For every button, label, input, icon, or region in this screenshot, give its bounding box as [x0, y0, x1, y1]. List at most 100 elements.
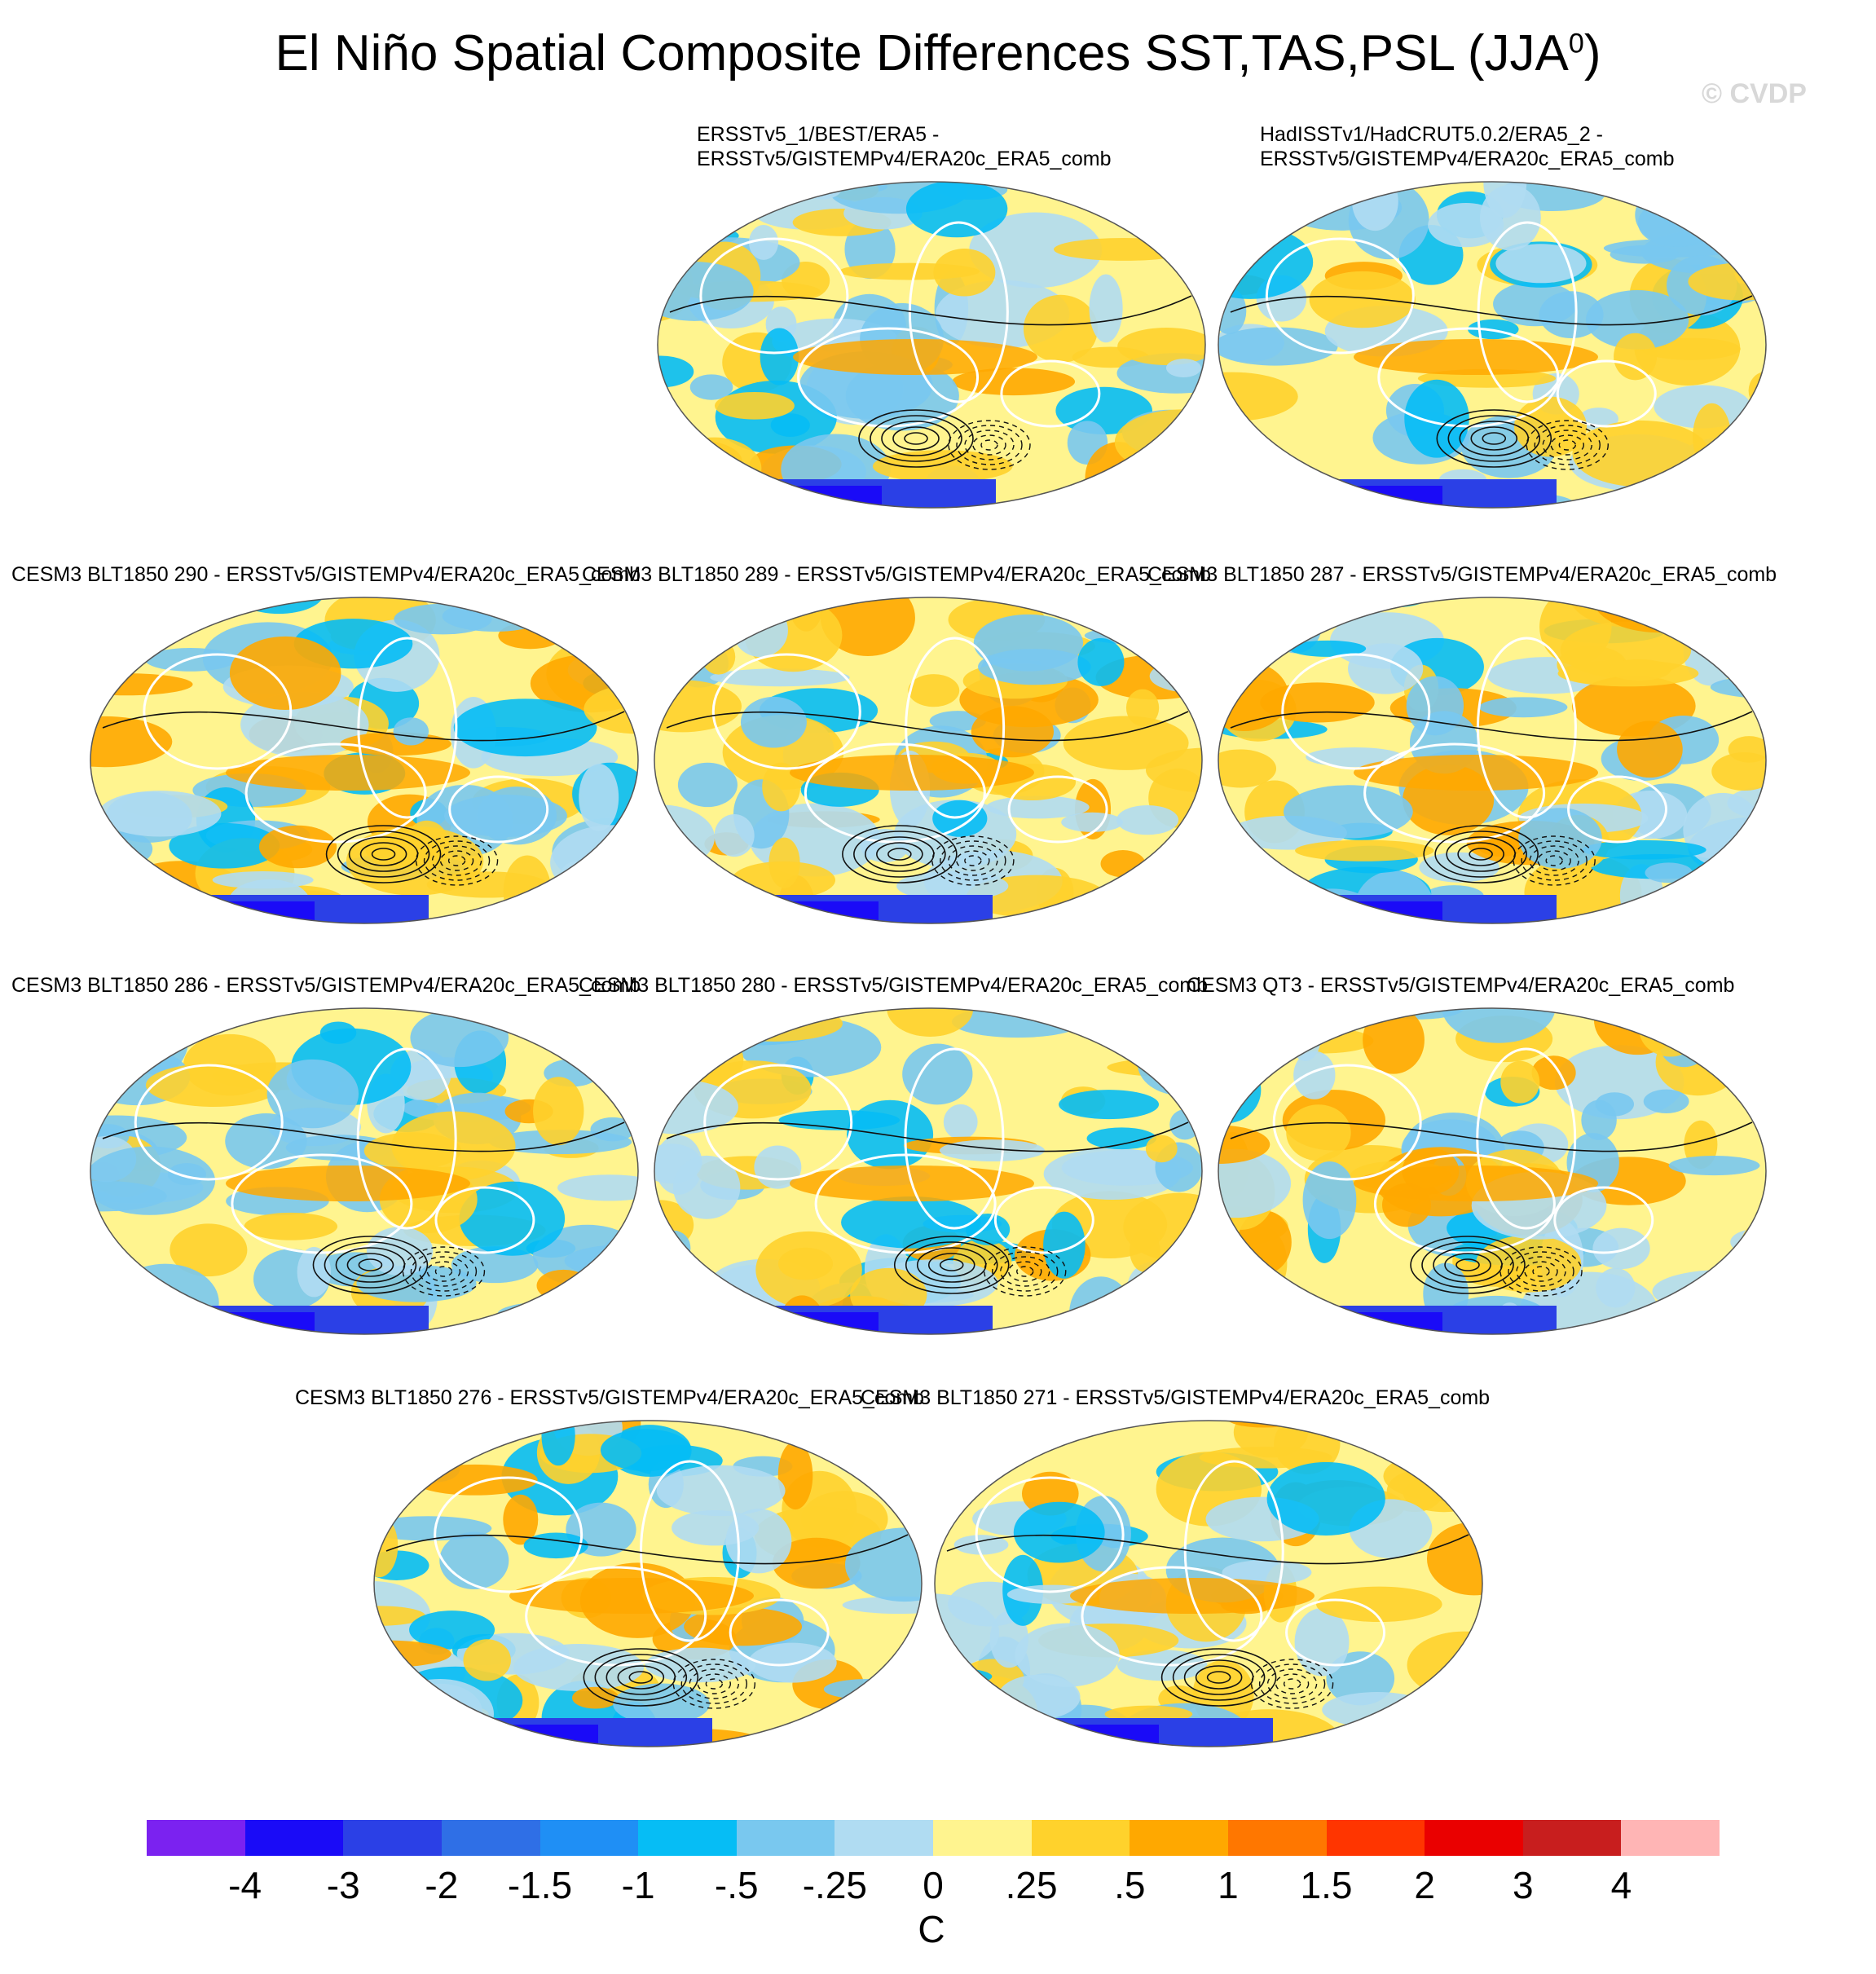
coastline: [434, 1476, 583, 1593]
coastline: [1363, 742, 1546, 844]
coastline: [1183, 1460, 1284, 1642]
anomaly-patch: [1684, 482, 1766, 508]
anomaly-patch: [1733, 182, 1766, 228]
psl-contour: [853, 831, 946, 878]
psl-contour-negative: [1508, 1251, 1574, 1292]
anomaly-patch: [702, 469, 737, 508]
coastline: [904, 1047, 1005, 1230]
psl-contour-negative: [948, 845, 998, 876]
colorbar-tick-label: .25: [1005, 1864, 1058, 1906]
anomaly-patch: [1145, 747, 1202, 793]
anomaly-patch: [1043, 1211, 1086, 1279]
anomaly-patch: [1728, 1284, 1766, 1334]
anomaly-patch: [90, 597, 122, 636]
map-border: [654, 1007, 1203, 1335]
psl-contour: [1195, 1665, 1243, 1690]
anomaly-patch: [770, 413, 810, 437]
anomaly-patch: [1322, 1692, 1433, 1728]
anomaly-patch: [1316, 1586, 1442, 1623]
psl-contour: [385, 1534, 909, 1565]
anomaly-patch: [439, 1531, 509, 1590]
anomaly-patch: [1145, 1135, 1178, 1163]
colorbar-segment: [244, 1820, 344, 1856]
panel-label-6: CESM3 BLT1850 286 - ERSSTv5/GISTEMPv4/ER…: [11, 974, 641, 997]
anomaly-patch: [772, 1537, 861, 1589]
anomaly-patch: [1354, 339, 1598, 375]
colorbar-segment: [1227, 1820, 1327, 1856]
coastline: [1272, 1064, 1422, 1181]
psl-contour: [1447, 415, 1541, 462]
anomaly-patch: [1732, 182, 1766, 218]
psl-contour: [887, 848, 912, 861]
psl-contour: [904, 432, 928, 445]
psl-contour-negative: [984, 1246, 1067, 1297]
anomaly-patch: [536, 1269, 591, 1302]
coastline: [1081, 1566, 1263, 1667]
anomaly-patch: [1222, 1559, 1312, 1585]
psl-contour: [628, 1671, 654, 1684]
anomaly-patch: [1610, 245, 1680, 264]
anomaly-patch: [1683, 792, 1763, 867]
psl-contour-negative: [931, 835, 1015, 886]
anomaly-patch: [524, 1295, 592, 1334]
anomaly-patch: [1127, 1261, 1181, 1315]
coastline: [804, 742, 986, 844]
anomaly-patch: [749, 597, 782, 629]
anomaly-patch: [1309, 271, 1416, 328]
psl-contour-negative: [1250, 1659, 1334, 1709]
anomaly-patch: [1086, 1127, 1157, 1150]
anomaly-patch: [1266, 1461, 1385, 1536]
anomaly-patch: [1138, 1008, 1202, 1039]
psl-contour-negative: [992, 1251, 1059, 1292]
colorbar-segment: [147, 1820, 245, 1856]
anomaly-patch: [1350, 1734, 1401, 1747]
anomaly-patch: [1218, 182, 1304, 219]
coastline: [1567, 775, 1668, 844]
map-border: [90, 597, 639, 924]
anomaly-patch: [169, 822, 280, 869]
anomaly-patch: [90, 1146, 216, 1215]
coastline: [244, 742, 427, 844]
coastline: [908, 221, 1009, 403]
psl-contour: [617, 1665, 665, 1690]
coastline: [1553, 1186, 1654, 1254]
anomaly-patch: [1175, 1263, 1202, 1313]
colorbar-tick-label: -2: [425, 1864, 459, 1906]
anomaly-patch: [393, 717, 429, 746]
anomaly-patch: [902, 1043, 973, 1105]
map-panel-9: [373, 1420, 923, 1747]
anomaly-patch: [823, 1679, 914, 1700]
psl-contour: [939, 1258, 964, 1271]
anomaly-patch: [896, 870, 1009, 901]
anomaly-patch: [777, 1441, 813, 1510]
anomaly-patch: [391, 1111, 516, 1181]
watermark: © CVDP: [1702, 78, 1807, 109]
anomaly-patch: [1283, 785, 1413, 839]
anomaly-patch: [1117, 328, 1205, 365]
psl-contour-negative: [1558, 439, 1576, 451]
psl-contour-negative: [1524, 1261, 1558, 1282]
anomaly-patch: [1013, 1501, 1105, 1563]
anomaly-patch: [579, 763, 619, 831]
anomaly-patch: [145, 1063, 283, 1108]
colorbar-segment: [638, 1820, 737, 1856]
anomaly-patch: [777, 1247, 834, 1280]
anomaly-patch: [1240, 447, 1283, 478]
anomaly-patch: [677, 762, 738, 808]
coastline: [1377, 327, 1560, 428]
anomaly-patch: [1693, 628, 1744, 656]
anomaly-patch: [90, 1008, 161, 1061]
map-border: [654, 597, 1203, 924]
colorbar-tick-label: .5: [1114, 1864, 1146, 1906]
antarctic-strip: [1345, 901, 1442, 923]
anomaly-patch: [1658, 1020, 1710, 1068]
psl-contour: [102, 1121, 625, 1152]
anomaly-patch: [503, 1494, 539, 1545]
anomaly-patch: [1244, 182, 1280, 218]
anomaly-patch: [1218, 1286, 1301, 1329]
anomaly-patch: [598, 1008, 638, 1043]
colorbar-segment: [343, 1820, 442, 1856]
panel-label-4: CESM3 BLT1850 289 - ERSSTv5/GISTEMPv4/ER…: [582, 563, 1212, 586]
anomaly-patch: [410, 1008, 509, 1068]
anomaly-patch: [1230, 1008, 1353, 1038]
